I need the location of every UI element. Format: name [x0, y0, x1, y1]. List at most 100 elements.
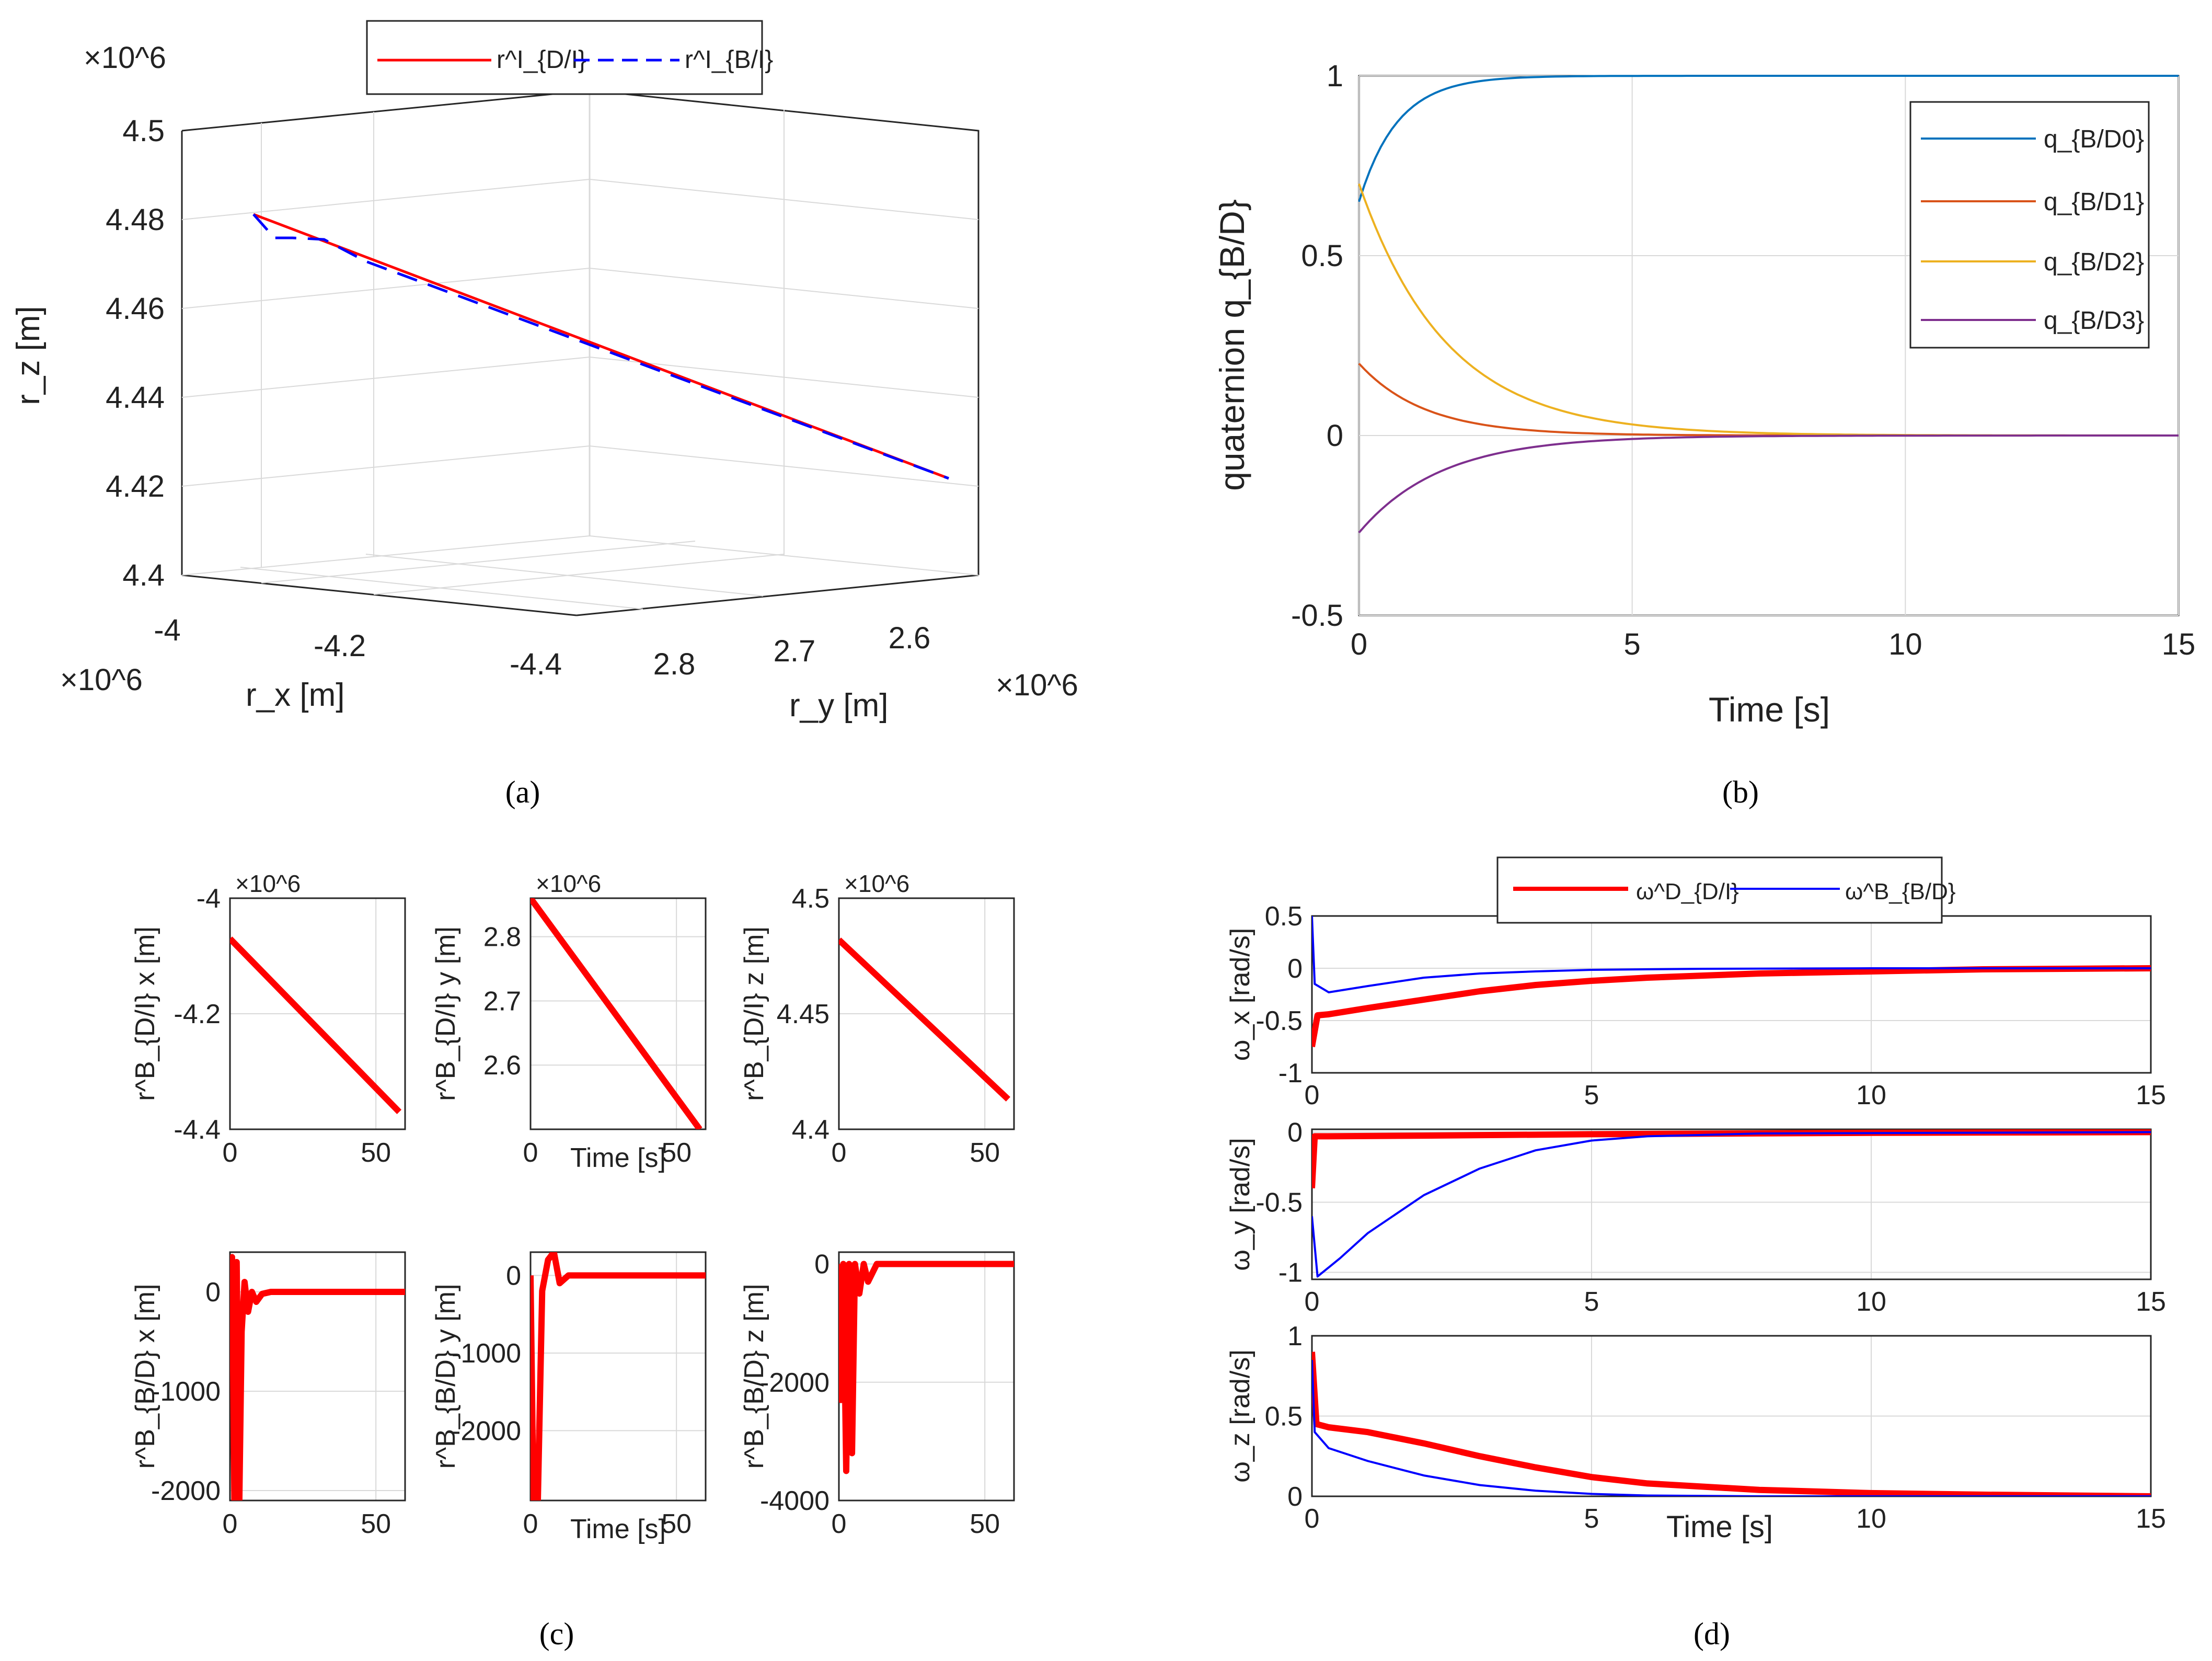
y-tick-label: -4000 — [760, 1486, 830, 1516]
grid-floor-3 — [240, 567, 643, 610]
x-tick-label: 10 — [1856, 1504, 1886, 1534]
y-tick-label: 4.45 — [777, 999, 830, 1029]
exp-label: ×10^6 — [844, 870, 909, 897]
x-tick-label: 10 — [1856, 1080, 1886, 1110]
x-tick-label: -4.4 — [510, 647, 562, 681]
y-tick-label: -4 — [197, 884, 221, 914]
x-axis-label: Time [s] — [570, 1514, 666, 1544]
y-tick-label: 0 — [1287, 954, 1303, 984]
y-tick-label: -1 — [1278, 1258, 1303, 1288]
x-axis-label: Time [s] — [570, 1143, 666, 1173]
x-tick-label: 0 — [832, 1509, 847, 1539]
subplot: 0 50 2.8 2.7 2.6 ×10^6 Time [s] r^B_{D/I} y [m] — [431, 870, 707, 1173]
legend-label: q_{B/D0} — [2044, 125, 2144, 153]
series-line — [1312, 916, 2151, 993]
y-tick-label: 2.6 — [889, 621, 931, 655]
legend-label: q_{B/D3} — [2044, 307, 2144, 335]
legend-label: r^I_{D/I} — [497, 46, 586, 74]
y-tick-label: 2.7 — [483, 986, 521, 1016]
y-tick-label: 0 — [205, 1277, 221, 1308]
y-axis-label: ω_z [rad/s] — [1225, 1349, 1255, 1482]
series-line — [230, 936, 402, 1114]
x-tick-label: 0 — [1305, 1080, 1320, 1110]
y-tick-label: -0.5 — [1255, 1006, 1303, 1036]
x-tick-label: 50 — [661, 1509, 692, 1539]
y-tick-label: -2000 — [151, 1476, 221, 1506]
grid-floor-4 — [365, 554, 764, 597]
y-axis-label: r^B_{B/D} y [m] — [431, 1284, 461, 1469]
x-tick-label: 0 — [1351, 627, 1367, 661]
x-tick-label: 5 — [1584, 1287, 1599, 1317]
series-line — [1312, 1360, 2151, 1496]
panel-a-xlabel: r_x [m] — [246, 677, 344, 713]
panel-a-y-ticks: 2.8 2.7 2.6 — [653, 621, 931, 681]
series-line — [839, 1261, 1014, 1474]
z-tick-label: 4.44 — [106, 381, 165, 415]
grid-z-4.48 — [181, 178, 979, 220]
subplot: 0 5 10 15 0.5 0 -0.5 -1 ω_x [rad/s] — [1225, 901, 2166, 1110]
y-tick-label: 2.7 — [774, 634, 816, 668]
panel-a: ×10^6 4.5 4.48 4.46 — [10, 20, 1078, 809]
z-tick-label: 4.48 — [106, 203, 165, 237]
y-axis-label: r^B_{B/D} x [m] — [130, 1284, 160, 1469]
y-tick-label: -1000 — [151, 1377, 221, 1407]
series-line — [1312, 1351, 2151, 1496]
y-tick-label: 0 — [506, 1261, 521, 1291]
z-tick-label: 4.4 — [122, 558, 165, 592]
x-tick-label: -4 — [154, 613, 181, 647]
y-axis-label: r^B_{D/I} y [m] — [431, 926, 461, 1101]
y-tick-label: 2.8 — [483, 922, 521, 953]
y-tick-label: 4.5 — [792, 884, 830, 914]
y-tick-label: -2000 — [452, 1416, 521, 1446]
axes-box — [838, 1251, 1015, 1502]
z-tick-label: 4.46 — [106, 292, 165, 326]
y-tick-label: 0 — [1287, 1482, 1303, 1512]
grid-z-4.46 — [181, 267, 979, 309]
y-tick-label: 2.8 — [653, 647, 696, 681]
caption-c: (c) — [539, 1617, 574, 1651]
exp-label: ×10^6 — [536, 870, 601, 897]
caption-d: (d) — [1693, 1617, 1730, 1651]
panel-b: 0 5 10 15-0.500.51 Time [s] quaternion q_{B… — [1213, 59, 2195, 809]
x-tick-label: 0 — [1305, 1287, 1320, 1317]
y-tick-label: 0.5 — [1265, 901, 1303, 932]
z-tick-label: 4.5 — [122, 114, 165, 148]
panel-a-floor-right — [576, 574, 979, 616]
grid-z-4.44 — [181, 356, 979, 398]
panel-a-y-exp-label: ×10^6 — [996, 668, 1078, 702]
y-tick-label: 1 — [1287, 1321, 1303, 1351]
axes-box — [529, 897, 707, 1130]
x-tick-label: 15 — [2136, 1287, 2166, 1317]
x-tick-label: 0 — [223, 1138, 238, 1168]
panel-a-back-edges — [181, 89, 980, 575]
y-tick-label: 4.4 — [792, 1115, 830, 1145]
x-tick-label: 0 — [223, 1509, 238, 1539]
panel-b-xlabel: Time [s] — [1709, 690, 1830, 729]
y-axis-label: ω_y [rad/s] — [1225, 1138, 1255, 1270]
panel-b-ylabel: quaternion q_{B/D} — [1213, 199, 1251, 491]
x-tick-label: 15 — [2162, 627, 2196, 661]
y-tick-label: 0 — [1287, 1117, 1303, 1148]
panel-b-ticks: 0 5 10 15-0.500.51 — [1291, 59, 2195, 661]
x-tick-label: 0 — [523, 1138, 538, 1168]
z-tick-label: 4.42 — [106, 469, 165, 503]
panel-d: 0 5 10 150.50-0.5-1ω_x [rad/s]0 5 10 150-0.5-1… — [1225, 901, 2166, 1534]
panel-b-series — [1358, 75, 2179, 534]
series-line — [531, 898, 702, 1129]
y-tick-label: -1000 — [452, 1338, 521, 1369]
x-tick-label: 10 — [1856, 1287, 1886, 1317]
y-tick-label: -4.4 — [174, 1115, 221, 1145]
panel-a-legend: r^I_{D/I} r^I_{B/I} — [366, 20, 773, 95]
grid-z-4.42 — [181, 445, 979, 487]
subplot: 0 50 0 -2000 -4000 r^B_{B/D} z [m] — [739, 1250, 1015, 1539]
x-tick-label: 15 — [2136, 1080, 2166, 1110]
subplot: 0 50 0 -1000 -2000 Time [s] r^B_{B/D} y [m] — [431, 1251, 707, 1544]
x-tick-label: 50 — [361, 1138, 391, 1168]
legend-label: ω^D_{D/I} — [1636, 879, 1739, 904]
panel-a-floor-left — [181, 574, 577, 616]
axes-box — [229, 1251, 406, 1502]
series-r-B-I — [252, 213, 949, 480]
y-axis-label: ω_x [rad/s] — [1225, 928, 1255, 1061]
legend-box — [366, 20, 763, 95]
